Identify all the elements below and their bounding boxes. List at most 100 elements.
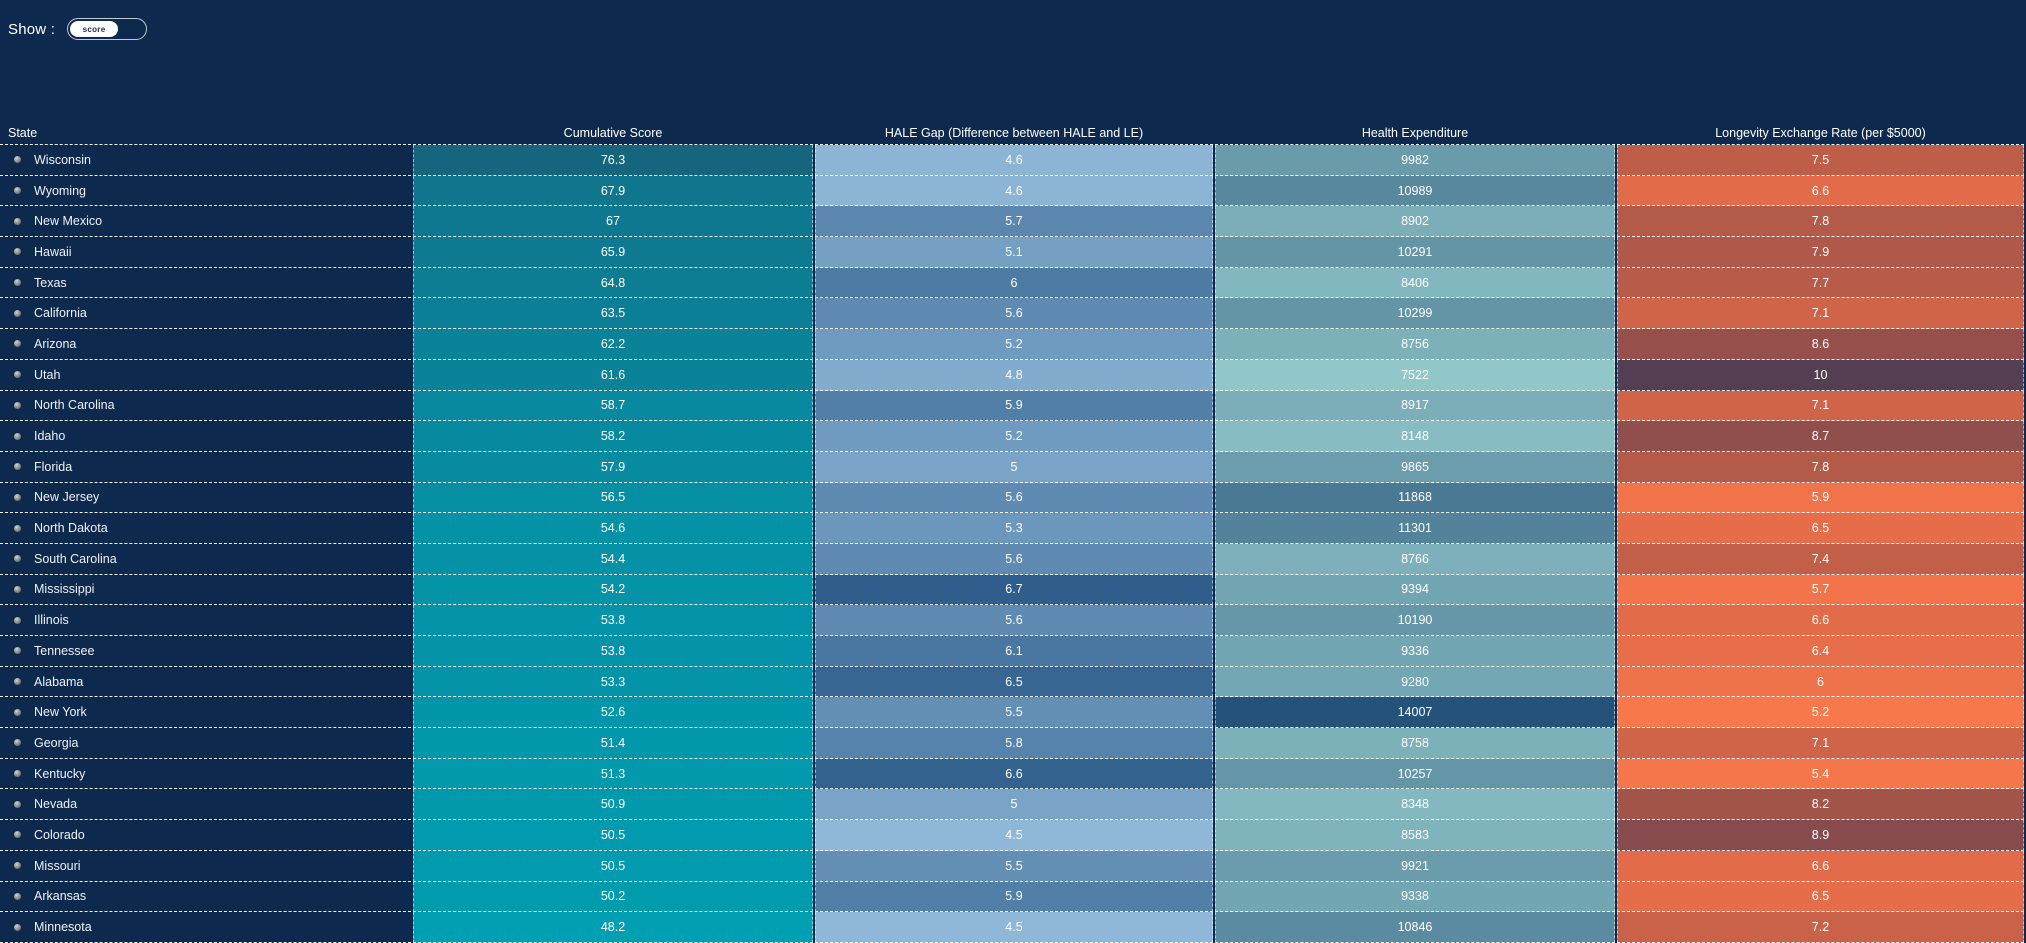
state-cell: North Carolina (0, 391, 411, 422)
health-expenditure-cell: 10257 (1215, 758, 1615, 790)
longevity-rate-cell: 7.1 (1617, 390, 2024, 422)
longevity-rate-cell: 10 (1617, 359, 2024, 391)
hale-gap-cell: 4.6 (815, 175, 1213, 207)
cumulative-score-cell: 57.9 (413, 451, 813, 483)
health-expenditure-cell: 10989 (1215, 175, 1615, 207)
state-cell: California (0, 298, 411, 330)
hale-gap-cell: 4.5 (815, 912, 1213, 943)
state-bullet-icon (14, 800, 21, 808)
state-bullet-icon (14, 340, 21, 348)
state-name: Wyoming (34, 183, 86, 198)
longevity-rate-cell: 7.5 (1617, 145, 2024, 176)
state-bullet-icon (14, 401, 21, 409)
hale-gap-cell: 4.8 (815, 359, 1213, 391)
cumulative-score-cell: 65.9 (413, 237, 813, 268)
health-expenditure-cell: 9921 (1215, 850, 1615, 882)
cumulative-score-cell: 64.8 (413, 267, 813, 299)
longevity-rate-cell: 6 (1617, 666, 2024, 698)
longevity-rate-cell: 7.9 (1617, 237, 2024, 268)
state-cell: Texas (0, 268, 411, 299)
hale-gap-cell: 5.6 (815, 298, 1213, 330)
state-name: Hawaii (34, 244, 72, 259)
hale-gap-cell: 5.9 (815, 881, 1213, 913)
health-expenditure-cell: 8348 (1215, 789, 1615, 821)
health-expenditure-cell: 11301 (1215, 513, 1615, 544)
state-cell: Illinois (0, 605, 411, 636)
cumulative-score-cell: 61.6 (413, 359, 813, 391)
longevity-rate-cell: 7.1 (1617, 728, 2024, 759)
state-name: New Mexico (34, 214, 103, 229)
health-expenditure-cell: 10299 (1215, 298, 1615, 330)
health-expenditure-cell: 9865 (1215, 451, 1615, 483)
hale-gap-cell: 5.5 (815, 697, 1213, 729)
state-cell: Mississippi (0, 575, 411, 606)
health-expenditure-cell: 8766 (1215, 543, 1615, 575)
hale-gap-cell: 5.9 (815, 390, 1213, 422)
hale-gap-cell: 5.6 (815, 543, 1213, 575)
cumulative-score-cell: 50.2 (413, 881, 813, 913)
hale-gap-cell: 6.5 (815, 666, 1213, 698)
longevity-rate-cell: 7.7 (1617, 267, 2024, 299)
health-expenditure-cell: 8917 (1215, 390, 1615, 422)
show-mode-toggle[interactable]: score (67, 18, 148, 40)
health-expenditure-cell: 10190 (1215, 605, 1615, 636)
longevity-rate-cell: 6.6 (1617, 850, 2024, 882)
state-name: North Carolina (34, 398, 115, 413)
state-name: Illinois (34, 613, 69, 628)
health-expenditure-cell: 9982 (1215, 145, 1615, 176)
longevity-rate-cell: 6.4 (1617, 636, 2024, 667)
state-bullet-icon (14, 493, 21, 501)
state-cell: Alabama (0, 667, 411, 698)
hale-gap-cell: 4.6 (815, 145, 1213, 176)
state-bullet-icon (14, 862, 21, 870)
state-cell: South Carolina (0, 544, 411, 575)
state-bullet-icon (14, 279, 21, 287)
health-expenditure-cell: 8583 (1215, 820, 1615, 851)
state-name: Alabama (34, 674, 84, 689)
cumulative-score-cell: 67.9 (413, 175, 813, 207)
state-bullet-icon (14, 647, 21, 655)
column-header-cumulative-score: Cumulative Score (413, 125, 813, 145)
state-cell: Tennessee (0, 636, 411, 667)
longevity-rate-cell: 7.8 (1617, 206, 2024, 238)
state-bullet-icon (14, 309, 21, 317)
state-cell: Utah (0, 360, 411, 391)
health-expenditure-cell: 8756 (1215, 329, 1615, 360)
state-bullet-icon (14, 616, 21, 624)
column-header-hale-gap: HALE Gap (Difference between HALE and LE… (815, 125, 1213, 145)
cumulative-score-cell: 54.6 (413, 513, 813, 544)
state-cell: North Dakota (0, 513, 411, 544)
state-bullet-icon (14, 432, 21, 440)
state-bullet-icon (14, 831, 21, 839)
hale-gap-cell: 5.5 (815, 850, 1213, 882)
longevity-rate-cell: 7.2 (1617, 912, 2024, 943)
state-cell: Nevada (0, 789, 411, 821)
hale-gap-cell: 5.8 (815, 728, 1213, 759)
state-name: California (34, 306, 87, 321)
show-mode-toggle-knob[interactable]: score (70, 21, 119, 37)
cumulative-score-cell: 76.3 (413, 145, 813, 176)
state-cell: Hawaii (0, 237, 411, 268)
column-header-longevity-rate: Longevity Exchange Rate (per $5000) (1617, 125, 2024, 145)
health-expenditure-cell: 8902 (1215, 206, 1615, 238)
cumulative-score-cell: 53.8 (413, 605, 813, 636)
longevity-rate-cell: 7.1 (1617, 298, 2024, 330)
cumulative-score-cell: 50.9 (413, 789, 813, 821)
longevity-rate-cell: 6.6 (1617, 175, 2024, 207)
state-cell: Idaho (0, 421, 411, 452)
state-name: Mississippi (34, 582, 95, 597)
health-expenditure-cell: 9280 (1215, 666, 1615, 698)
hale-gap-cell: 5.2 (815, 421, 1213, 452)
cumulative-score-cell: 56.5 (413, 482, 813, 514)
health-expenditure-cell: 9338 (1215, 881, 1615, 913)
health-expenditure-cell: 8758 (1215, 728, 1615, 759)
state-bullet-icon (14, 156, 21, 164)
state-name: New York (34, 705, 87, 720)
state-bullet-icon (14, 555, 21, 563)
longevity-rate-cell: 6.6 (1617, 605, 2024, 636)
state-cell: Missouri (0, 851, 411, 882)
health-expenditure-cell: 10291 (1215, 237, 1615, 268)
cumulative-score-cell: 53.8 (413, 636, 813, 667)
longevity-rate-cell: 6.5 (1617, 513, 2024, 544)
hale-gap-cell: 5.6 (815, 482, 1213, 514)
